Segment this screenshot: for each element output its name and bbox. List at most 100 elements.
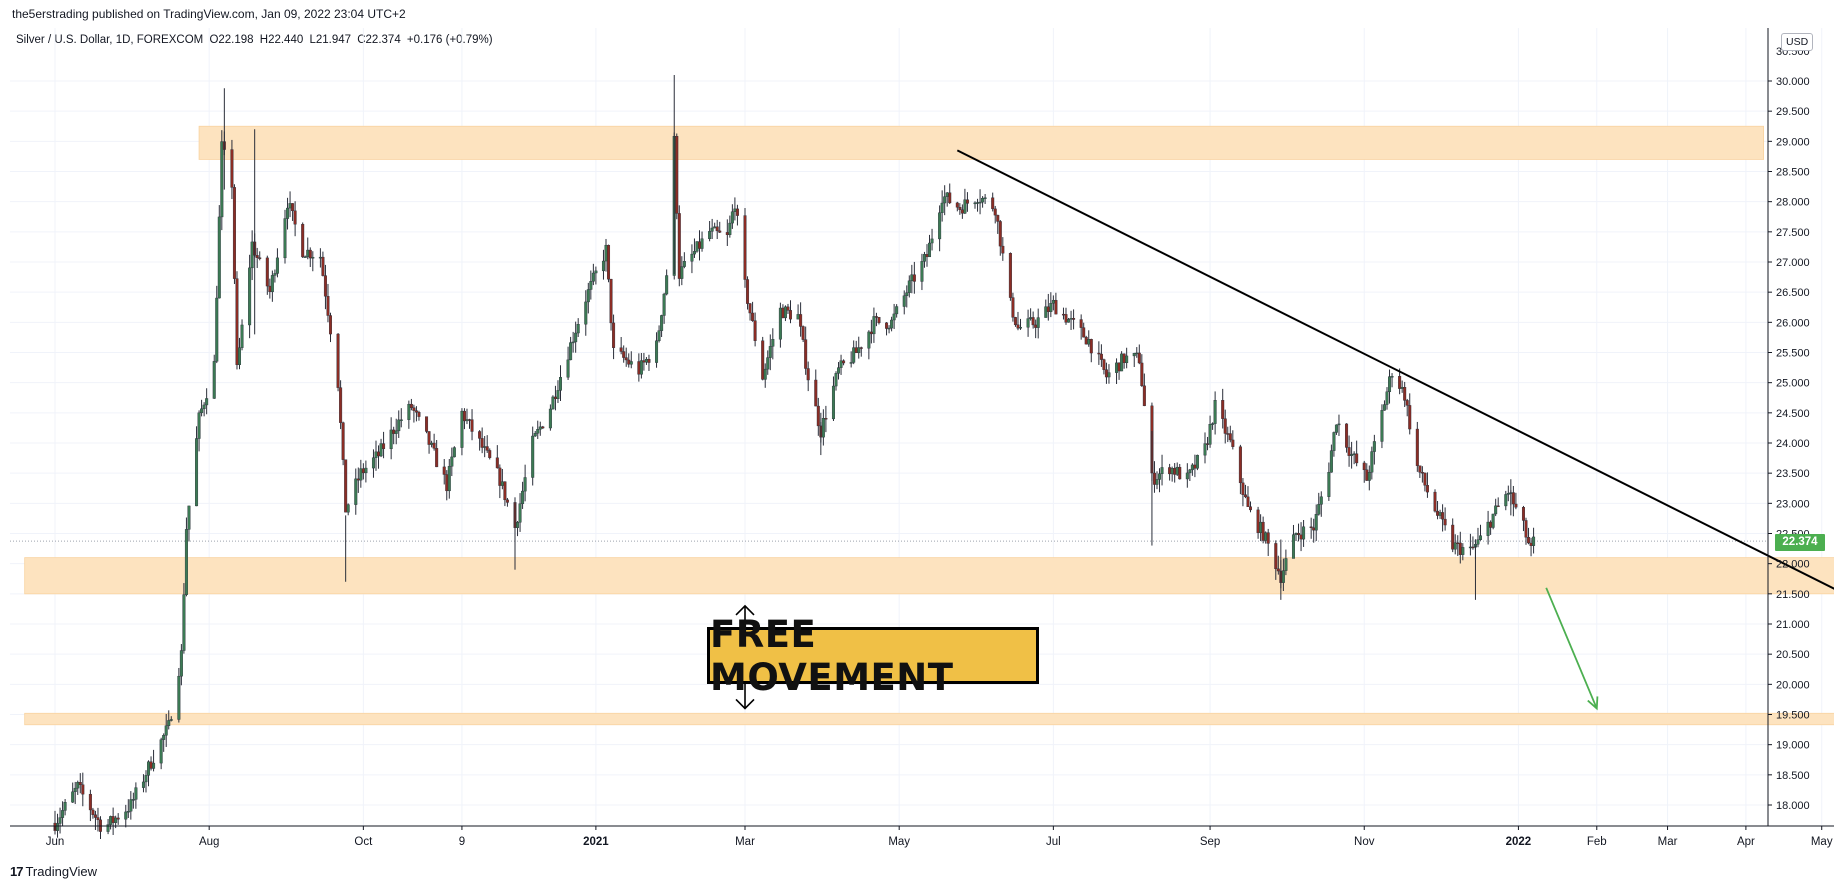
candle bbox=[912, 261, 916, 294]
candle bbox=[1291, 524, 1295, 559]
candle bbox=[589, 270, 593, 300]
candle bbox=[152, 749, 156, 772]
candle bbox=[692, 238, 696, 258]
candle bbox=[1281, 558, 1285, 592]
target-arrow[interactable] bbox=[1545, 587, 1599, 711]
candle bbox=[339, 380, 343, 430]
candle bbox=[409, 398, 413, 411]
candle bbox=[200, 399, 204, 417]
candle bbox=[76, 780, 80, 795]
candle bbox=[215, 285, 219, 364]
candle bbox=[531, 426, 535, 486]
y-tick-label: 25.500 bbox=[1776, 347, 1810, 359]
candle bbox=[164, 713, 168, 747]
candle bbox=[662, 292, 666, 324]
candle bbox=[1514, 492, 1518, 510]
candle bbox=[270, 270, 274, 302]
candle bbox=[849, 351, 853, 368]
candle bbox=[831, 376, 835, 421]
candle bbox=[1067, 317, 1071, 323]
y-tick-label: 26.500 bbox=[1776, 287, 1810, 299]
candle bbox=[1486, 510, 1490, 545]
y-tick-label: 21.000 bbox=[1776, 619, 1810, 631]
y-tick-label: 20.500 bbox=[1776, 649, 1810, 661]
candle bbox=[58, 807, 62, 834]
x-tick-label: 2021 bbox=[583, 836, 609, 848]
candle bbox=[1213, 391, 1217, 435]
candle bbox=[1142, 373, 1146, 407]
symbol-name[interactable]: Silver / U.S. Dollar, 1D, FOREXCOM bbox=[16, 34, 204, 46]
candle bbox=[1423, 472, 1427, 492]
candle bbox=[639, 352, 643, 379]
candle bbox=[1352, 451, 1356, 465]
candle bbox=[698, 230, 702, 261]
candle bbox=[124, 804, 128, 828]
candle bbox=[854, 340, 858, 354]
candle bbox=[1367, 465, 1371, 491]
y-tick-label: 18.000 bbox=[1776, 800, 1810, 812]
candle bbox=[993, 205, 997, 224]
candle bbox=[283, 209, 287, 264]
tradingview-brand[interactable]: 17 TradingView bbox=[10, 864, 97, 879]
candle bbox=[498, 464, 502, 499]
free-movement-label[interactable]: FREE MOVEMENT bbox=[707, 613, 1039, 699]
candle bbox=[187, 505, 191, 542]
candle bbox=[1438, 509, 1442, 519]
candle bbox=[1276, 555, 1280, 575]
candle bbox=[735, 204, 739, 226]
drawings[interactable] bbox=[735, 149, 1834, 711]
candle bbox=[708, 221, 712, 242]
candle bbox=[533, 430, 537, 437]
candle bbox=[328, 312, 332, 343]
candle bbox=[624, 347, 628, 367]
candle bbox=[445, 470, 449, 501]
candle bbox=[748, 302, 752, 321]
currency-badge[interactable]: USD bbox=[1781, 33, 1814, 51]
candle bbox=[361, 463, 365, 480]
candle bbox=[197, 410, 201, 452]
price-zone[interactable] bbox=[24, 557, 1834, 595]
candle bbox=[235, 271, 239, 370]
candle bbox=[821, 409, 825, 446]
candle bbox=[548, 404, 552, 431]
candle bbox=[1203, 432, 1207, 464]
x-tick-label: 9 bbox=[459, 836, 465, 848]
price-zone[interactable] bbox=[198, 125, 1764, 160]
candle bbox=[1155, 471, 1159, 490]
candle bbox=[1451, 518, 1455, 553]
candle bbox=[495, 445, 499, 469]
candle bbox=[677, 205, 681, 287]
x-tick-label: Mar bbox=[1658, 836, 1678, 848]
candle bbox=[789, 300, 793, 324]
candle bbox=[991, 192, 995, 212]
candle bbox=[763, 363, 767, 388]
x-tick-label: May bbox=[1811, 836, 1833, 848]
candle bbox=[938, 205, 942, 252]
candle bbox=[248, 254, 252, 339]
y-tick-label: 29.500 bbox=[1776, 106, 1810, 118]
candle bbox=[728, 215, 732, 238]
candle bbox=[106, 819, 110, 835]
candle bbox=[1249, 501, 1253, 513]
trendline[interactable] bbox=[956, 149, 1834, 633]
candle bbox=[1511, 485, 1515, 517]
symbol-info-bar: Silver / U.S. Dollar, 1D, FOREXCOM O22.1… bbox=[16, 34, 496, 46]
candle bbox=[1208, 415, 1212, 448]
candle bbox=[1370, 446, 1374, 480]
candle bbox=[1016, 311, 1020, 331]
candle bbox=[397, 410, 401, 438]
candle bbox=[265, 255, 269, 295]
candle bbox=[569, 336, 573, 361]
price-zone[interactable] bbox=[24, 712, 1834, 726]
candle bbox=[1069, 310, 1073, 331]
y-tick-label: 24.500 bbox=[1776, 408, 1810, 420]
candle bbox=[1532, 527, 1536, 554]
candle bbox=[1132, 352, 1136, 368]
candle bbox=[169, 716, 173, 722]
candle bbox=[371, 449, 375, 478]
candle bbox=[326, 283, 330, 323]
candle bbox=[1125, 347, 1129, 369]
candle bbox=[425, 416, 429, 434]
candle bbox=[147, 760, 151, 787]
